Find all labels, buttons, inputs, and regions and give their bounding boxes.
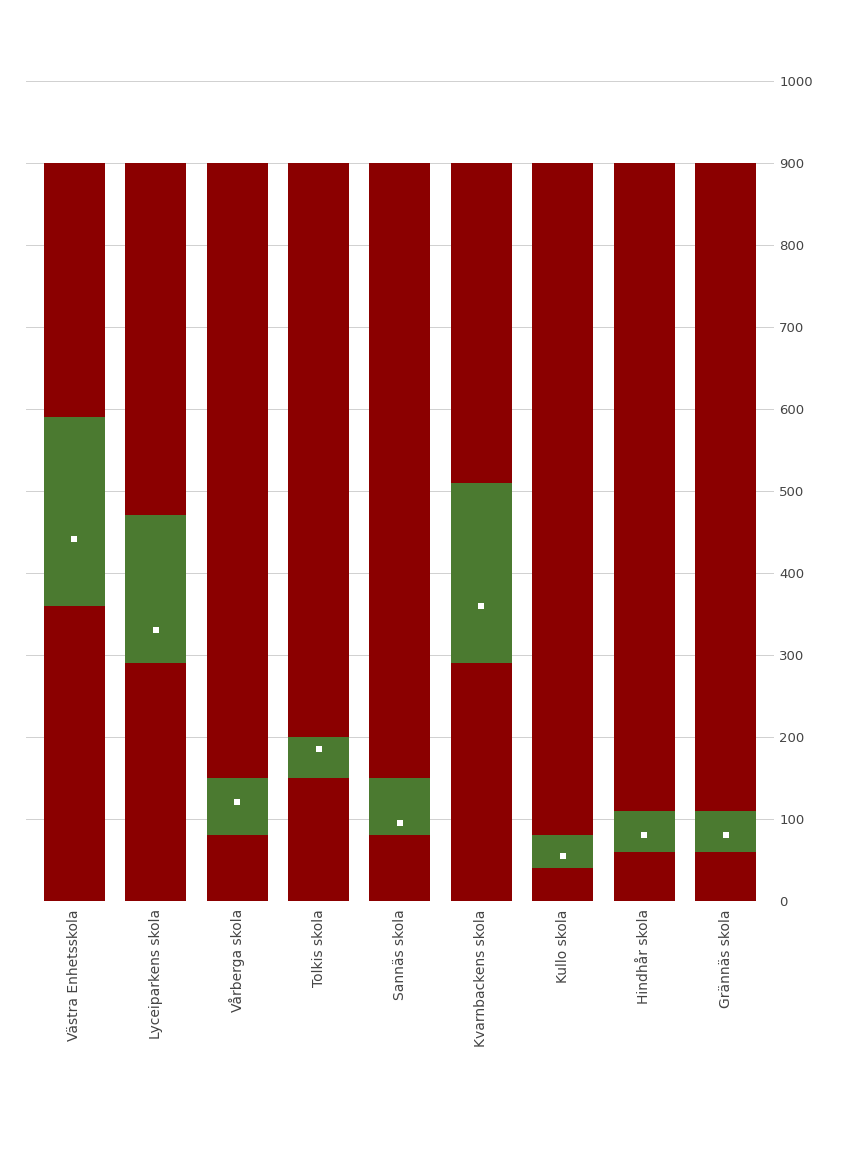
Bar [451,163,512,483]
Bar [44,605,105,901]
Bar [369,835,431,901]
Bar [532,835,593,869]
Bar [125,163,186,515]
Bar [288,737,349,778]
Bar [614,811,675,851]
Bar [369,163,431,778]
Bar [614,163,675,811]
Bar [532,163,593,835]
Bar [44,163,105,417]
Bar [207,835,268,901]
Bar [695,811,756,851]
Bar [44,417,105,605]
Bar [207,778,268,835]
Bar [125,515,186,663]
Bar [288,163,349,737]
Bar [207,163,268,778]
Bar [695,163,756,811]
Bar [532,869,593,901]
Bar [614,851,675,901]
Bar [125,663,186,901]
Bar [451,663,512,901]
Bar [369,778,431,835]
Bar [288,778,349,901]
Bar [695,851,756,901]
Bar [451,483,512,663]
